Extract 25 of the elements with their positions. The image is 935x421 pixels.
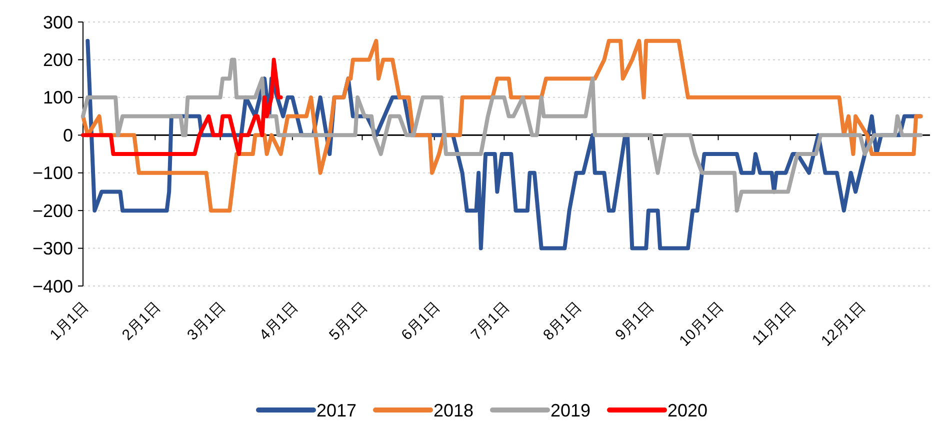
y-tick-label: 300 (42, 12, 73, 32)
legend-label: 2020 (668, 400, 708, 420)
x-tick-label: 9月1日 (612, 298, 658, 344)
x-tick-label: 10月1日 (676, 298, 728, 350)
y-tick-label: 200 (42, 50, 73, 70)
x-tick-label: 1月1日 (46, 298, 92, 344)
x-tick-label: 5月1日 (326, 298, 372, 344)
x-tick-label: 6月1日 (398, 298, 444, 344)
x-tick-label: 2月1日 (118, 298, 164, 344)
legend-label: 2019 (550, 400, 591, 420)
x-tick-label: 3月1日 (184, 298, 230, 344)
legend-label: 2017 (316, 400, 357, 420)
y-tick-label: −300 (32, 238, 73, 259)
x-tick-label: 12月1日 (818, 298, 870, 350)
y-tick-label: 100 (42, 88, 73, 108)
x-tick-label: 7月1日 (468, 298, 513, 344)
y-tick-label: −400 (32, 276, 73, 296)
y-tick-label: 0 (62, 125, 73, 146)
x-tick-label: 11月1日 (749, 298, 800, 349)
y-tick-label: −200 (32, 200, 73, 221)
legend-label: 2018 (434, 400, 474, 420)
x-tick-label: 8月1日 (540, 298, 586, 344)
y-tick-label: −100 (32, 163, 73, 184)
line-series (81, 58, 283, 156)
x-tick-label: 4月1日 (256, 298, 302, 344)
